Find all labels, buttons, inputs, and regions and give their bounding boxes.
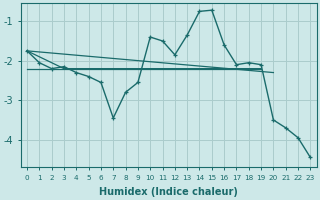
- X-axis label: Humidex (Indice chaleur): Humidex (Indice chaleur): [99, 187, 238, 197]
